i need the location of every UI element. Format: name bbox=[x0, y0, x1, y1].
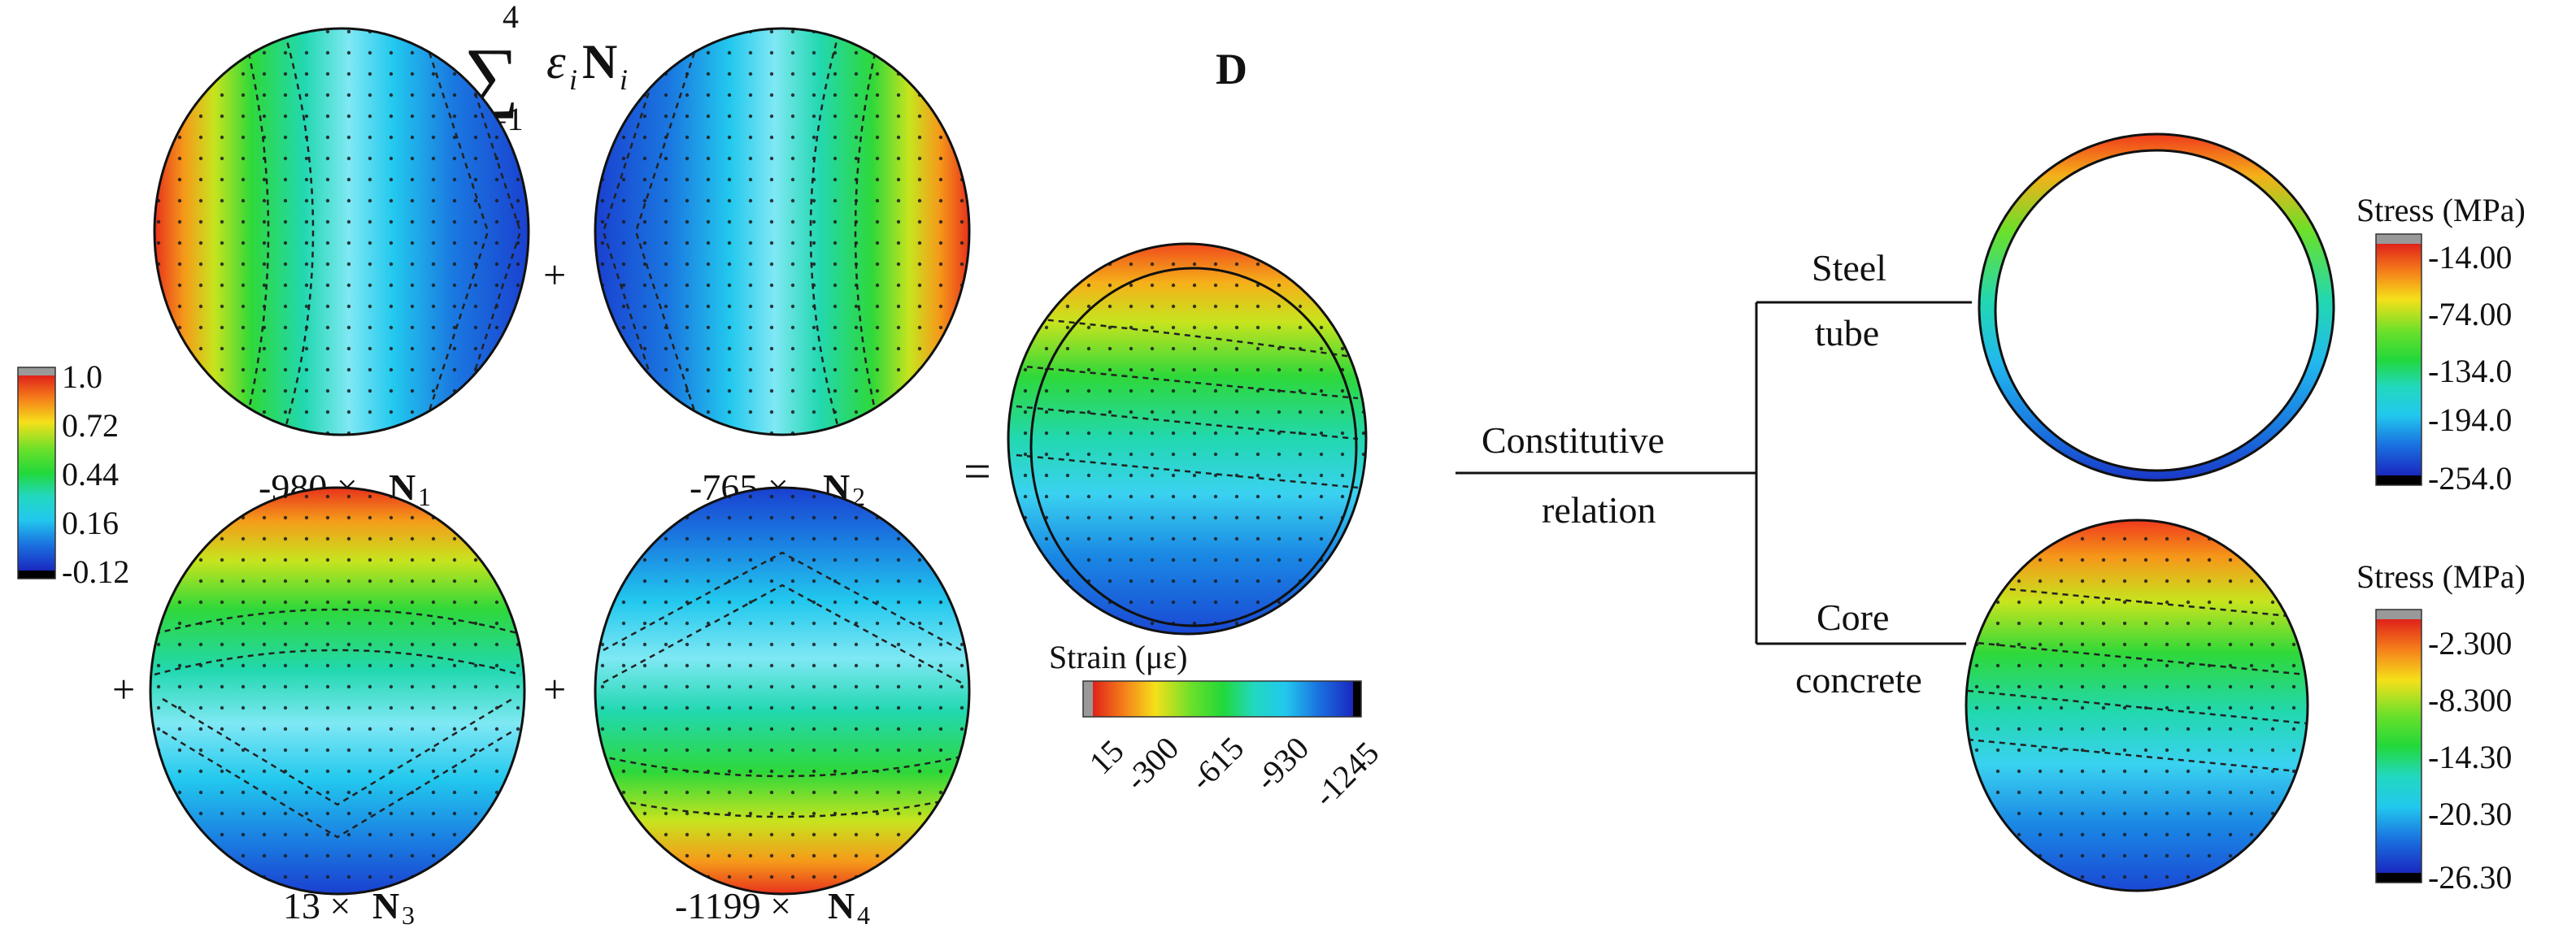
sub-N1: 1 bbox=[418, 482, 431, 511]
plus-sign-3: + bbox=[543, 666, 566, 712]
strain-colorbar-tick-2: -615 bbox=[1183, 730, 1251, 798]
coef-N3: 13 × bbox=[283, 885, 350, 926]
concrete-colorbar-tick-1: -8.300 bbox=[2428, 682, 2512, 718]
steel-stress-colorbar: Stress (MPa) -14.00 -74.00 -134.0 -194.0… bbox=[2356, 192, 2526, 497]
steel-colorbar-title: Stress (MPa) bbox=[2356, 192, 2526, 228]
label-N3: 13 × N 3 bbox=[283, 885, 415, 930]
concrete-colorbar-title: Stress (MPa) bbox=[2356, 558, 2526, 595]
sub-N3: 3 bbox=[402, 900, 415, 930]
N-N3: N bbox=[372, 885, 399, 926]
concrete-colorbar-tick-0: -2.300 bbox=[2428, 625, 2512, 662]
shape-function-N4 bbox=[594, 486, 971, 896]
sum-epsilon-sub: i bbox=[569, 63, 577, 96]
strain-colorbar-tick-3: -930 bbox=[1248, 730, 1316, 798]
steel-colorbar-tick-1: -74.00 bbox=[2428, 296, 2512, 332]
sub-N4: 4 bbox=[857, 900, 870, 930]
shape-function-colorbar: 1.0 0.72 0.44 0.16 -0.12 bbox=[17, 358, 129, 590]
concrete-label-line1: Core bbox=[1817, 597, 1889, 638]
shape-colorbar-tick-2: 0.44 bbox=[62, 456, 119, 493]
plus-sign-2: + bbox=[112, 666, 135, 712]
sum-N-sub: i bbox=[620, 63, 628, 96]
strain-colorbar: Strain (με) 15 -300 -615 -930 -1245 bbox=[1049, 639, 1386, 814]
steel-colorbar-tick-4: -254.0 bbox=[2428, 460, 2512, 497]
sum-N: N bbox=[582, 35, 617, 89]
shape-colorbar-tick-1: 0.72 bbox=[62, 407, 119, 444]
equals-sign: = bbox=[964, 445, 991, 498]
shape-colorbar-tick-3: 0.16 bbox=[62, 505, 119, 541]
steel-label-line1: Steel bbox=[1812, 247, 1886, 289]
shape-function-N1 bbox=[153, 27, 530, 436]
concrete-colorbar-tick-3: -20.30 bbox=[2428, 796, 2512, 832]
strain-section bbox=[1007, 242, 1368, 636]
concrete-label-line2: concrete bbox=[1795, 659, 1922, 701]
strain-colorbar-tick-4: -1245 bbox=[1307, 735, 1386, 814]
branch-connector bbox=[1456, 301, 1972, 645]
steel-label-line2: tube bbox=[1815, 312, 1879, 354]
concrete-colorbar-tick-4: -26.30 bbox=[2428, 859, 2512, 896]
core-concrete-section bbox=[1965, 519, 2309, 892]
coef-N4: -1199 × bbox=[675, 885, 791, 926]
shape-colorbar-tick-0: 1.0 bbox=[62, 358, 102, 395]
shape-function-N3 bbox=[149, 486, 526, 896]
panel-label: D bbox=[1216, 45, 1247, 93]
concrete-colorbar-tick-2: -14.30 bbox=[2428, 739, 2512, 775]
N-N4: N bbox=[828, 885, 855, 926]
steel-tube-ring bbox=[1978, 132, 2335, 482]
concrete-stress-colorbar: Stress (MPa) -2.300 -8.300 -14.30 -20.30… bbox=[2356, 558, 2526, 896]
plus-sign-1: + bbox=[543, 252, 566, 297]
sum-upper-limit: 4 bbox=[503, 0, 519, 35]
strain-colorbar-tick-1: -300 bbox=[1118, 730, 1186, 798]
constitutive-label-line2: relation bbox=[1542, 489, 1656, 531]
steel-colorbar-tick-0: -14.00 bbox=[2428, 239, 2512, 276]
steel-colorbar-tick-2: -134.0 bbox=[2428, 353, 2512, 389]
shape-colorbar-tick-4: -0.12 bbox=[62, 553, 129, 590]
label-N4: -1199 × N 4 bbox=[675, 885, 870, 930]
steel-colorbar-tick-3: -194.0 bbox=[2428, 401, 2512, 438]
strain-colorbar-title: Strain (με) bbox=[1049, 639, 1187, 675]
sum-epsilon: ε bbox=[546, 35, 566, 89]
shape-function-N2 bbox=[594, 27, 971, 436]
constitutive-label-line1: Constitutive bbox=[1482, 419, 1664, 461]
